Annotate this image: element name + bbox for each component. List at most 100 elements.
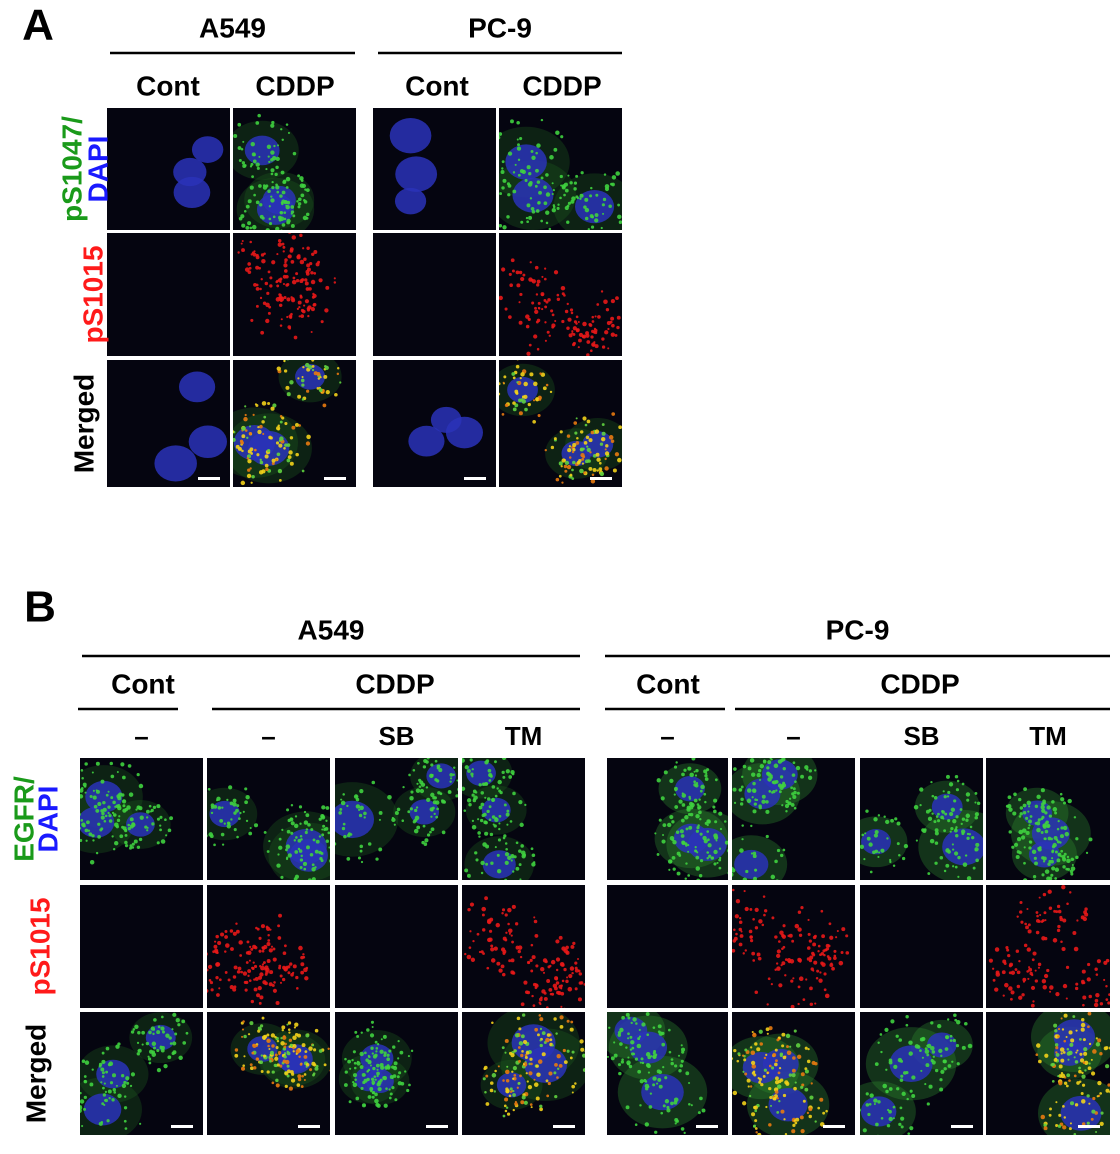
stain-dot — [964, 1022, 968, 1026]
stain-dot — [530, 1063, 533, 1066]
stain-dot — [1089, 1043, 1091, 1045]
stain-dot — [544, 278, 547, 281]
stain-dot — [334, 393, 338, 397]
stain-dot — [1029, 972, 1032, 975]
stain-dot — [271, 186, 274, 189]
stain-dot — [313, 294, 317, 298]
stain-dot — [1057, 828, 1060, 831]
stain-dot — [250, 827, 252, 829]
stain-dot — [518, 950, 521, 953]
stain-dot — [515, 164, 517, 166]
stain-dot — [321, 805, 325, 809]
stain-dot — [388, 1049, 391, 1052]
stain-dot — [534, 310, 538, 314]
stain-dot — [251, 1000, 254, 1003]
stain-dot — [371, 1021, 374, 1024]
stain-dot — [585, 334, 589, 338]
stain-dot — [285, 1085, 288, 1088]
stain-dot — [497, 297, 499, 299]
stain-dot — [1010, 998, 1013, 1001]
stain-dot — [1043, 911, 1046, 914]
stain-dot — [814, 1062, 817, 1065]
stain-dot — [560, 987, 562, 989]
stain-dot — [774, 935, 777, 938]
stain-dot — [362, 1073, 366, 1077]
stain-dot — [518, 882, 521, 885]
stain-dot — [306, 390, 309, 393]
stain-dot — [345, 1071, 348, 1074]
stain-dot — [257, 426, 259, 428]
stain-dot — [490, 947, 494, 951]
stain-dot — [552, 313, 555, 316]
stain-dot — [645, 1122, 649, 1126]
micrograph — [490, 354, 633, 487]
stain-dot — [409, 796, 413, 800]
stain-dot — [527, 165, 531, 169]
stain-dot — [977, 802, 980, 805]
stain-dot — [467, 798, 471, 802]
stain-dot — [787, 802, 789, 804]
stain-dot — [256, 453, 259, 456]
stain-dot — [616, 326, 619, 329]
stain-dot — [797, 792, 800, 795]
stain-dot — [480, 748, 483, 751]
stain-dot — [281, 171, 285, 175]
stain-dot — [791, 940, 794, 943]
stain-dot — [234, 1054, 238, 1058]
stain-dot — [266, 1039, 270, 1043]
stain-dot — [233, 799, 237, 803]
stain-dot — [765, 800, 768, 803]
stain-dot — [390, 1092, 393, 1095]
stain-dot — [465, 765, 469, 769]
stain-dot — [392, 1045, 395, 1048]
stain-dot — [735, 914, 739, 918]
stain-dot — [776, 954, 780, 958]
stain-dot — [607, 321, 611, 325]
stain-dot — [313, 1063, 316, 1066]
stain-dot — [1091, 1071, 1095, 1075]
stain-dot — [930, 1021, 933, 1024]
stain-dot — [108, 1061, 113, 1066]
stain-dot — [235, 1048, 238, 1051]
stain-dot — [740, 798, 743, 801]
stain-dot — [280, 211, 282, 213]
stain-dot — [563, 1008, 566, 1011]
stain-dot — [655, 1054, 658, 1057]
stain-dot — [291, 426, 295, 430]
stain-dot — [482, 842, 487, 847]
stain-dot — [796, 766, 800, 770]
stain-dot — [111, 775, 115, 779]
stain-dot — [589, 438, 593, 442]
stain-dot — [1067, 1059, 1069, 1061]
stain-dot — [276, 863, 280, 867]
stain-dot — [371, 1081, 375, 1085]
stain-dot — [1061, 947, 1065, 951]
stain-dot — [297, 308, 299, 310]
stain-dot — [539, 1002, 541, 1004]
stain-dot — [887, 1124, 890, 1127]
stain-dot — [1109, 1090, 1112, 1093]
stain-dot — [724, 820, 727, 823]
stain-dot — [943, 829, 946, 832]
stain-dot — [704, 801, 706, 803]
stain-dot — [582, 322, 587, 327]
stain-dot — [1057, 905, 1060, 908]
stain-dot — [750, 1046, 752, 1048]
stain-dot — [1047, 825, 1050, 828]
stain-dot — [456, 780, 458, 782]
stain-dot — [646, 1012, 650, 1016]
stain-dot — [508, 959, 511, 962]
stain-dot — [1050, 1063, 1053, 1066]
stain-dot — [601, 290, 603, 292]
stain-dot — [797, 927, 801, 931]
stain-dot — [273, 981, 276, 984]
stain-dot — [290, 205, 294, 209]
stain-dot — [517, 143, 520, 146]
stain-dot — [684, 815, 688, 819]
stain-dot — [1084, 913, 1088, 917]
stain-dot — [505, 1039, 509, 1043]
stain-dot — [430, 816, 432, 818]
stain-dot — [1032, 850, 1036, 854]
stain-dot — [343, 835, 347, 839]
stain-dot — [963, 862, 968, 867]
